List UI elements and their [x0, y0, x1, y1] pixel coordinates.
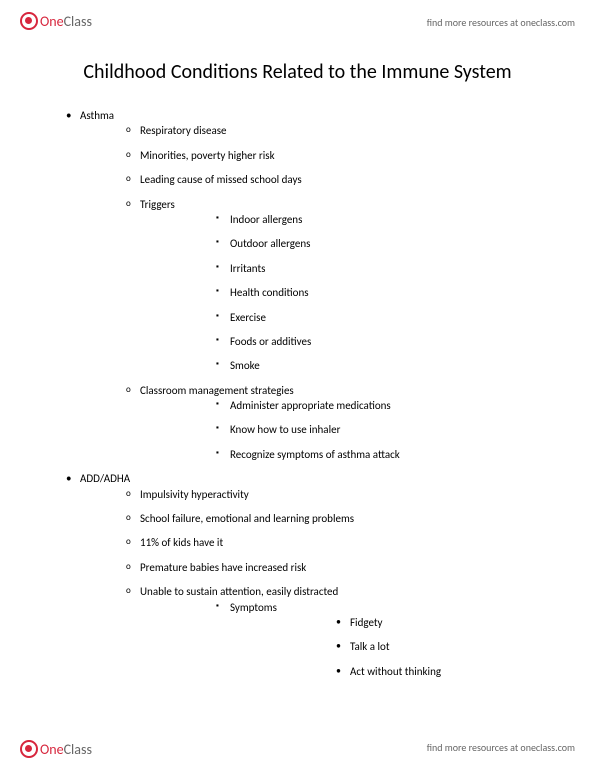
- list-item: Irritants: [230, 261, 545, 276]
- list-item: Classroom management strategies Administ…: [140, 383, 545, 463]
- logo-icon: [20, 740, 38, 758]
- section-heading: Asthma Respiratory disease Minorities, p…: [80, 108, 545, 462]
- list-item: Leading cause of missed school days: [140, 172, 545, 187]
- list-item: Talk a lot: [350, 639, 545, 654]
- page-title: Childhood Conditions Related to the Immu…: [50, 60, 545, 84]
- list-item: Premature babies have increased risk: [140, 560, 545, 575]
- list-item: Smoke: [230, 358, 545, 373]
- brand-name: OneClass: [40, 741, 92, 758]
- list-item: School failure, emotional and learning p…: [140, 511, 545, 526]
- list-item: Recognize symptoms of asthma attack: [230, 447, 545, 462]
- list-item: Fidgety: [350, 615, 545, 630]
- brand-watermark-top: OneClass: [20, 12, 92, 30]
- brand-watermark-bottom: OneClass: [20, 740, 92, 758]
- list-item: 11% of kids have it: [140, 535, 545, 550]
- list-item: Minorities, poverty higher risk: [140, 148, 545, 163]
- list-item: Respiratory disease: [140, 123, 545, 138]
- list-item: Act without thinking: [350, 664, 545, 679]
- tagline-bottom: find more resources at oneclass.com: [427, 741, 575, 754]
- list-item: Health conditions: [230, 285, 545, 300]
- document-body: Childhood Conditions Related to the Immu…: [0, 0, 595, 738]
- logo-icon: [20, 12, 38, 30]
- list-item: Triggers Indoor allergens Outdoor allerg…: [140, 197, 545, 374]
- list-item: Administer appropriate medications: [230, 398, 545, 413]
- list-item: Know how to use inhaler: [230, 422, 545, 437]
- brand-name: OneClass: [40, 13, 92, 30]
- list-item: Impulsivity hyperactivity: [140, 487, 545, 502]
- list-item: Foods or additives: [230, 334, 545, 349]
- list-item: Indoor allergens: [230, 212, 545, 227]
- tagline-top: find more resources at oneclass.com: [427, 16, 575, 29]
- list-item: Symptoms Fidgety Talk a lot Act without …: [230, 600, 545, 680]
- section-heading: ADD/ADHA Impulsivity hyperactivity Schoo…: [80, 471, 545, 679]
- list-item: Unable to sustain attention, easily dist…: [140, 584, 545, 679]
- list-item: Outdoor allergens: [230, 236, 545, 251]
- outline-root: Asthma Respiratory disease Minorities, p…: [50, 108, 545, 679]
- list-item: Exercise: [230, 310, 545, 325]
